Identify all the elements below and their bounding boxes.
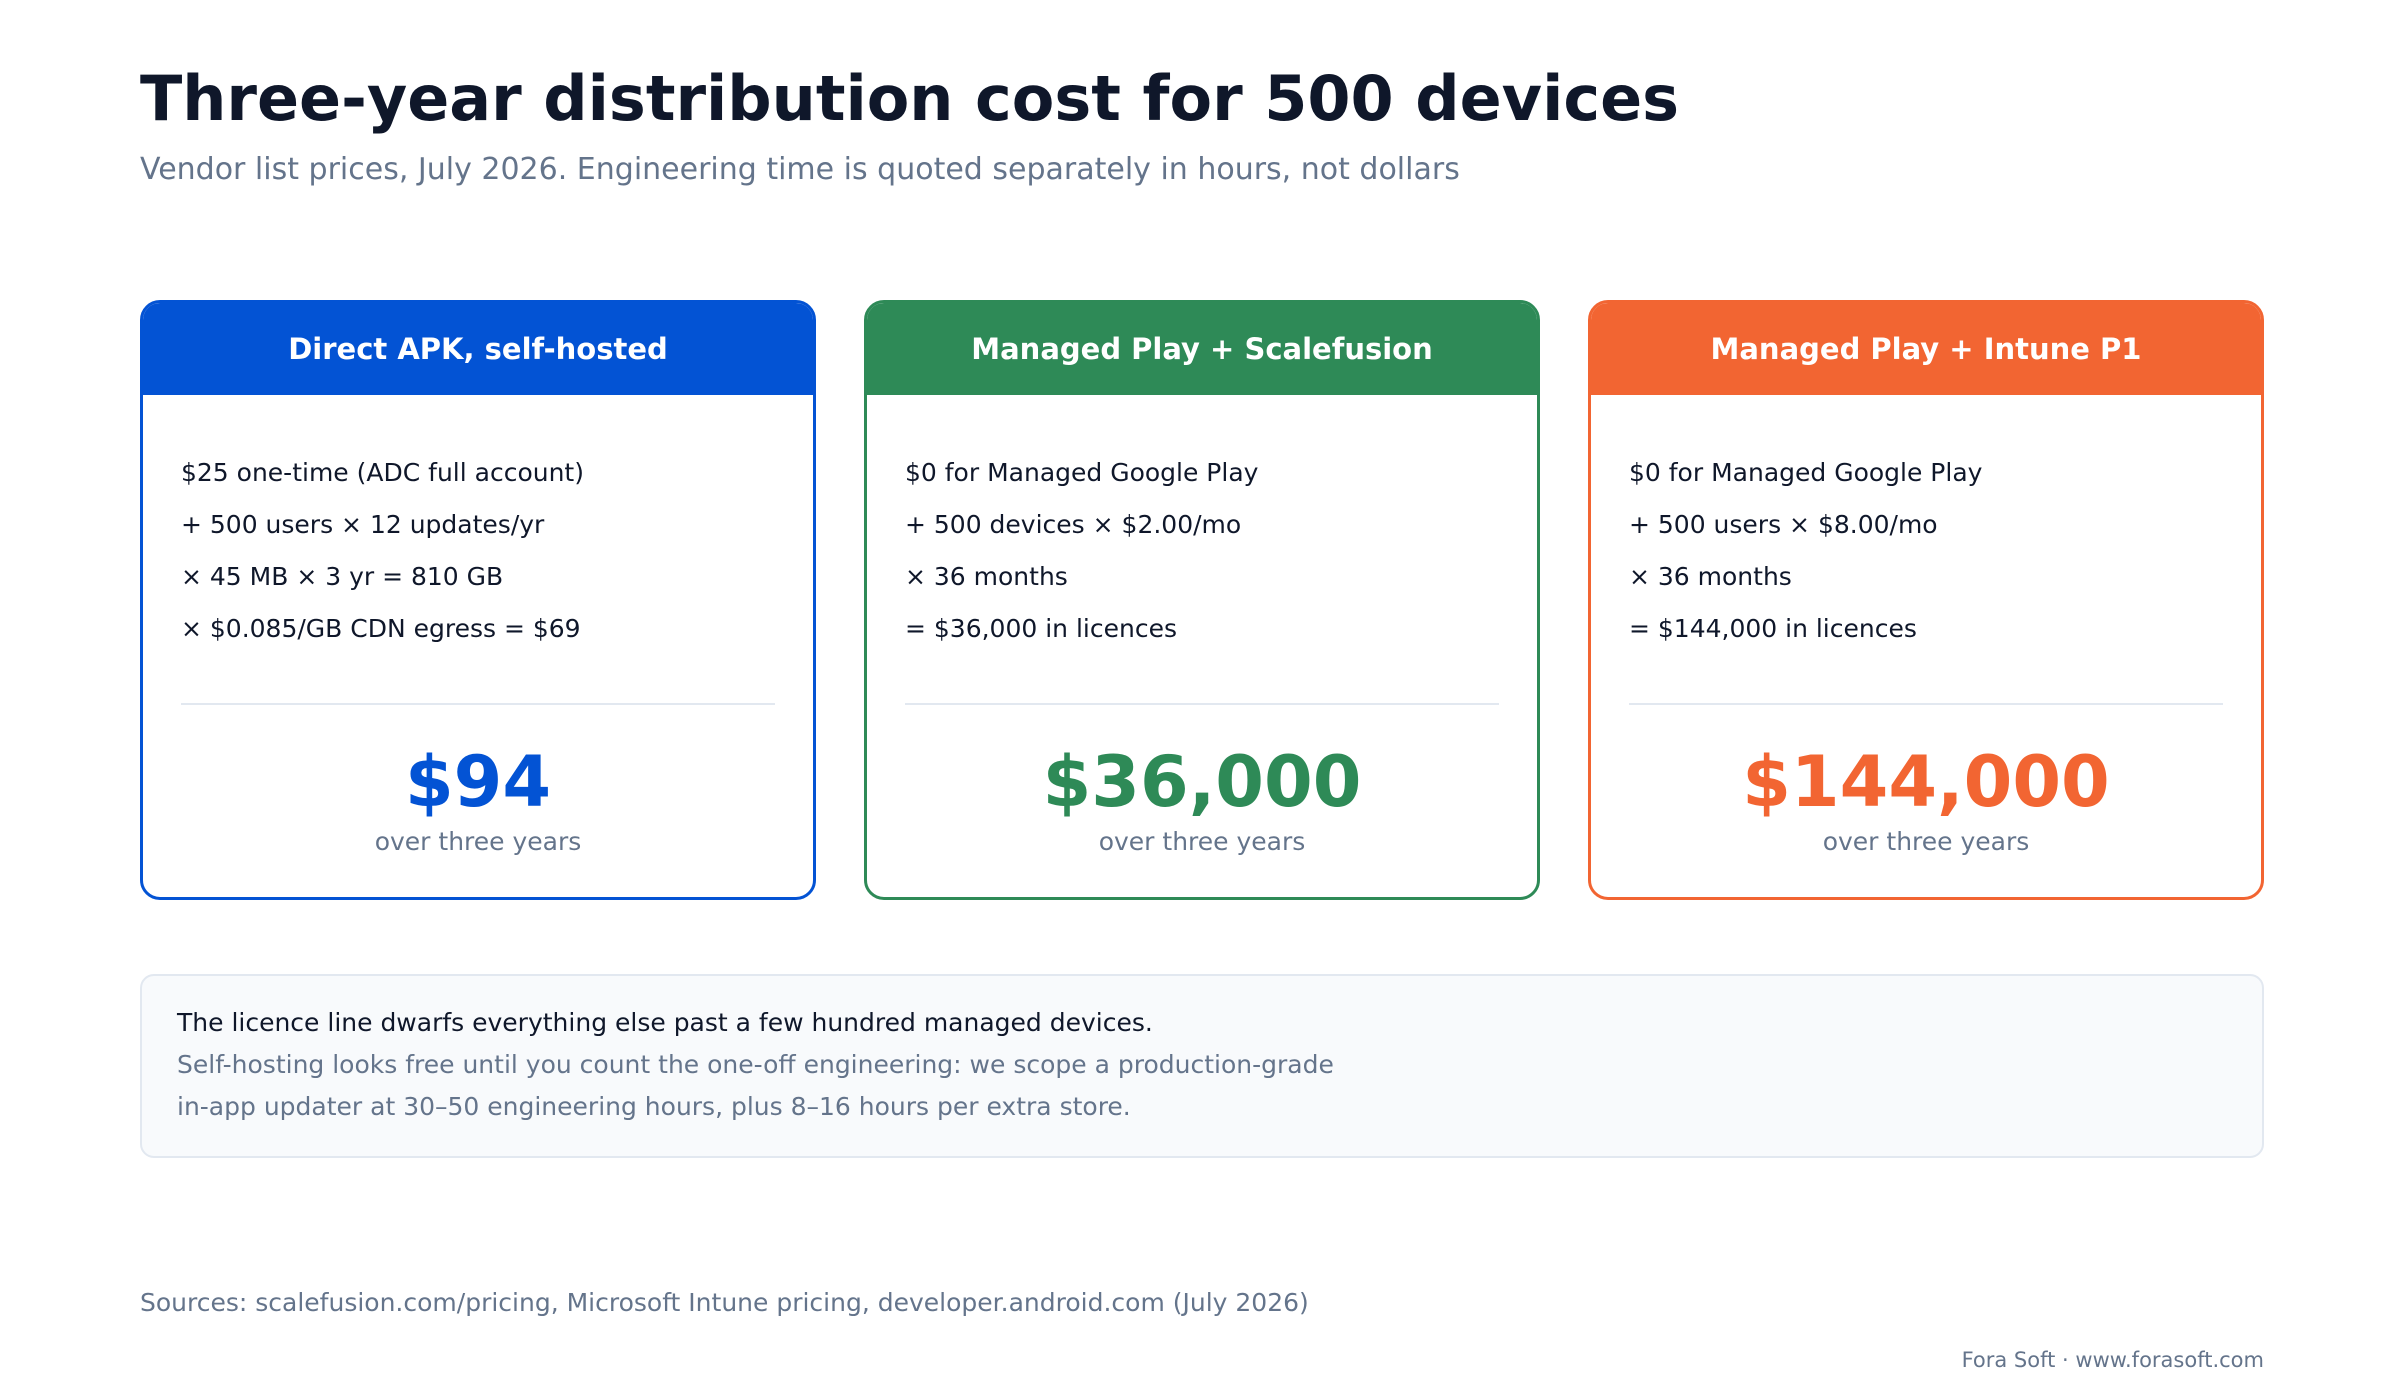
cost-breakdown: $0 for Managed Google Play + 500 devices… [867,395,1537,655]
note-body-line: Self-hosting looks free until you count … [177,1050,1334,1079]
breakdown-line: + 500 devices × $2.00/mo [905,510,1242,539]
breakdown-line: = $36,000 in licences [905,614,1177,643]
total-cost: $36,000 [1042,741,1362,823]
card-header: Managed Play + Intune P1 [1591,303,2261,395]
note-body-line: in-app updater at 30–50 engineering hour… [177,1092,1131,1121]
card-managed-play-scalefusion: Managed Play + Scalefusion $0 for Manage… [864,300,1540,900]
breakdown-line: + 500 users × $8.00/mo [1629,510,1938,539]
insight-note: The licence line dwarfs everything else … [140,974,2264,1158]
breakdown-line: + 500 users × 12 updates/yr [181,510,545,539]
sources: Sources: scalefusion.com/pricing, Micros… [140,1288,1309,1317]
card-direct-apk: Direct APK, self-hosted $25 one-time (AD… [140,300,816,900]
divider [905,703,1499,705]
total-caption: over three years [374,827,582,856]
breakdown-line: × 36 months [905,562,1068,591]
card-managed-play-intune: Managed Play + Intune P1 $0 for Managed … [1588,300,2264,900]
breakdown-line: × 36 months [1629,562,1792,591]
breakdown-line: = $144,000 in licences [1629,614,1917,643]
divider [181,703,775,705]
breakdown-line: $0 for Managed Google Play [905,458,1259,487]
breakdown-line: $25 one-time (ADC full account) [181,458,584,487]
total-caption: over three years [1098,827,1306,856]
total-cost: $94 [404,741,552,823]
total-caption: over three years [1822,827,2030,856]
total-cost: $144,000 [1742,741,2110,823]
page-subtitle: Vendor list prices, July 2026. Engineeri… [140,152,1460,187]
card-header: Direct APK, self-hosted [143,303,813,395]
breakdown-line: × $0.085/GB CDN egress = $69 [181,614,581,643]
note-lead: The licence line dwarfs everything else … [177,1008,1153,1037]
cost-breakdown: $0 for Managed Google Play + 500 users ×… [1591,395,2261,655]
footer-credit: Fora Soft · www.forasoft.com [1961,1348,2264,1372]
breakdown-line: $0 for Managed Google Play [1629,458,1983,487]
divider [1629,703,2223,705]
breakdown-line: × 45 MB × 3 yr = 810 GB [181,562,504,591]
cost-breakdown: $25 one-time (ADC full account) + 500 us… [143,395,813,655]
page-title: Three-year distribution cost for 500 dev… [140,62,1680,135]
card-header: Managed Play + Scalefusion [867,303,1537,395]
